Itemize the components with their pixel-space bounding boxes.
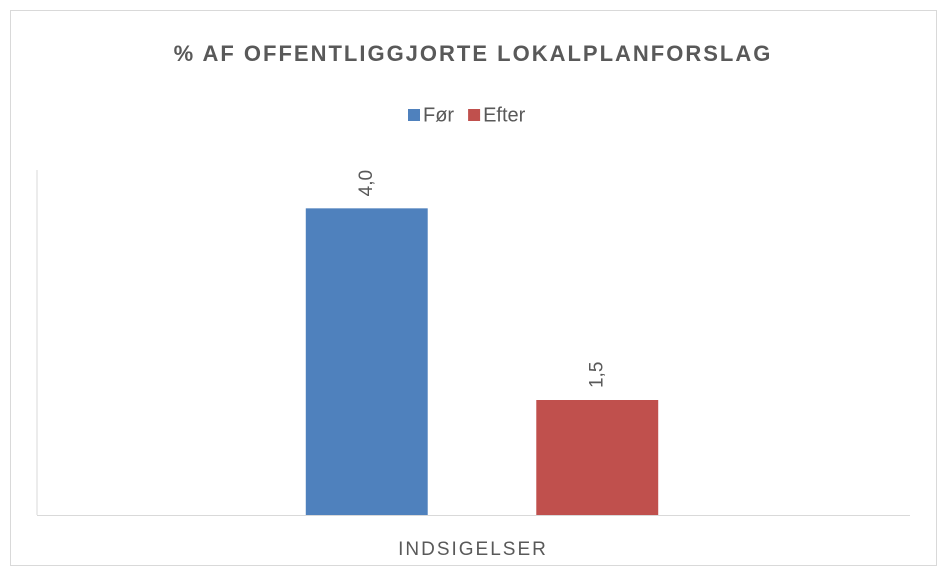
bar [305,208,428,516]
bar [536,400,659,515]
legend-label: Før [423,104,454,126]
x-tick-label: INDSIGELSER [398,539,548,560]
chart-title: % AF OFFENTLIGGJORTE LOKALPLANFORSLAG [174,41,773,66]
legend-swatch [468,109,481,121]
data-label: 4,0 [356,170,377,196]
data-label: 1,5 [586,362,607,388]
legend-swatch [408,109,420,121]
chart-frame [10,10,937,566]
legend-label: Efter [483,104,526,126]
